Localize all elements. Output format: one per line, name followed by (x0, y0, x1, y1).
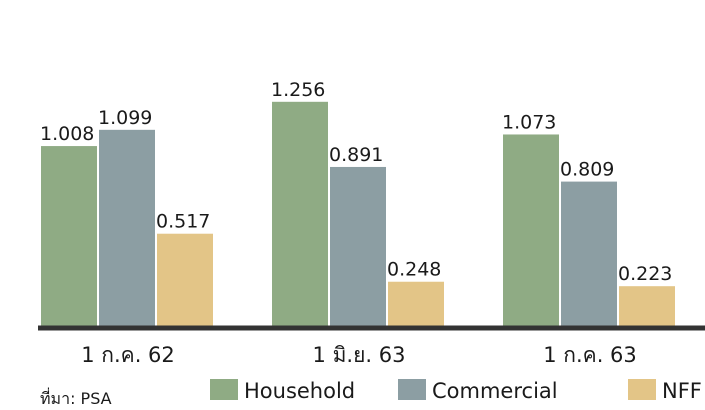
value-label-nff-2: 0.248 (387, 259, 441, 281)
source-note: ที่มา: PSA (40, 387, 112, 408)
legend: Household Commercial NFF (210, 379, 702, 403)
value-label-household-2: 1.256 (271, 79, 325, 101)
value-label-household-3: 1.073 (502, 111, 556, 133)
legend-label-household: Household (244, 379, 355, 403)
category-label-2: 1 มิ.ย. 63 (313, 343, 406, 367)
legend-swatch-household (210, 379, 238, 400)
value-label-commercial-2: 0.891 (329, 144, 383, 166)
legend-label-commercial: Commercial (432, 379, 558, 403)
bar-nff-2 (388, 281, 444, 326)
value-label-commercial-3: 0.809 (560, 159, 614, 181)
bar-commercial-3 (561, 181, 617, 326)
bar-household-1 (41, 146, 97, 326)
bar-household-2 (272, 101, 328, 326)
value-label-commercial-1: 1.099 (98, 107, 152, 129)
bar-household-3 (503, 134, 559, 326)
category-labels-layer: 1 ก.ค. 62 1 มิ.ย. 63 1 ก.ค. 63 (81, 343, 637, 367)
bar-commercial-1 (99, 129, 155, 326)
legend-swatch-nff (628, 379, 656, 400)
value-label-nff-3: 0.223 (618, 263, 672, 285)
legend-swatch-commercial (398, 379, 426, 400)
category-label-3: 1 ก.ค. 63 (543, 343, 637, 367)
value-label-household-1: 1.008 (40, 123, 94, 145)
bar-nff-1 (157, 233, 213, 326)
value-label-nff-1: 0.517 (156, 211, 210, 233)
legend-label-nff: NFF (662, 379, 702, 403)
category-label-1: 1 ก.ค. 62 (81, 343, 175, 367)
bar-nff-3 (619, 286, 675, 326)
bars-layer (41, 101, 675, 326)
bar-commercial-2 (330, 166, 386, 326)
